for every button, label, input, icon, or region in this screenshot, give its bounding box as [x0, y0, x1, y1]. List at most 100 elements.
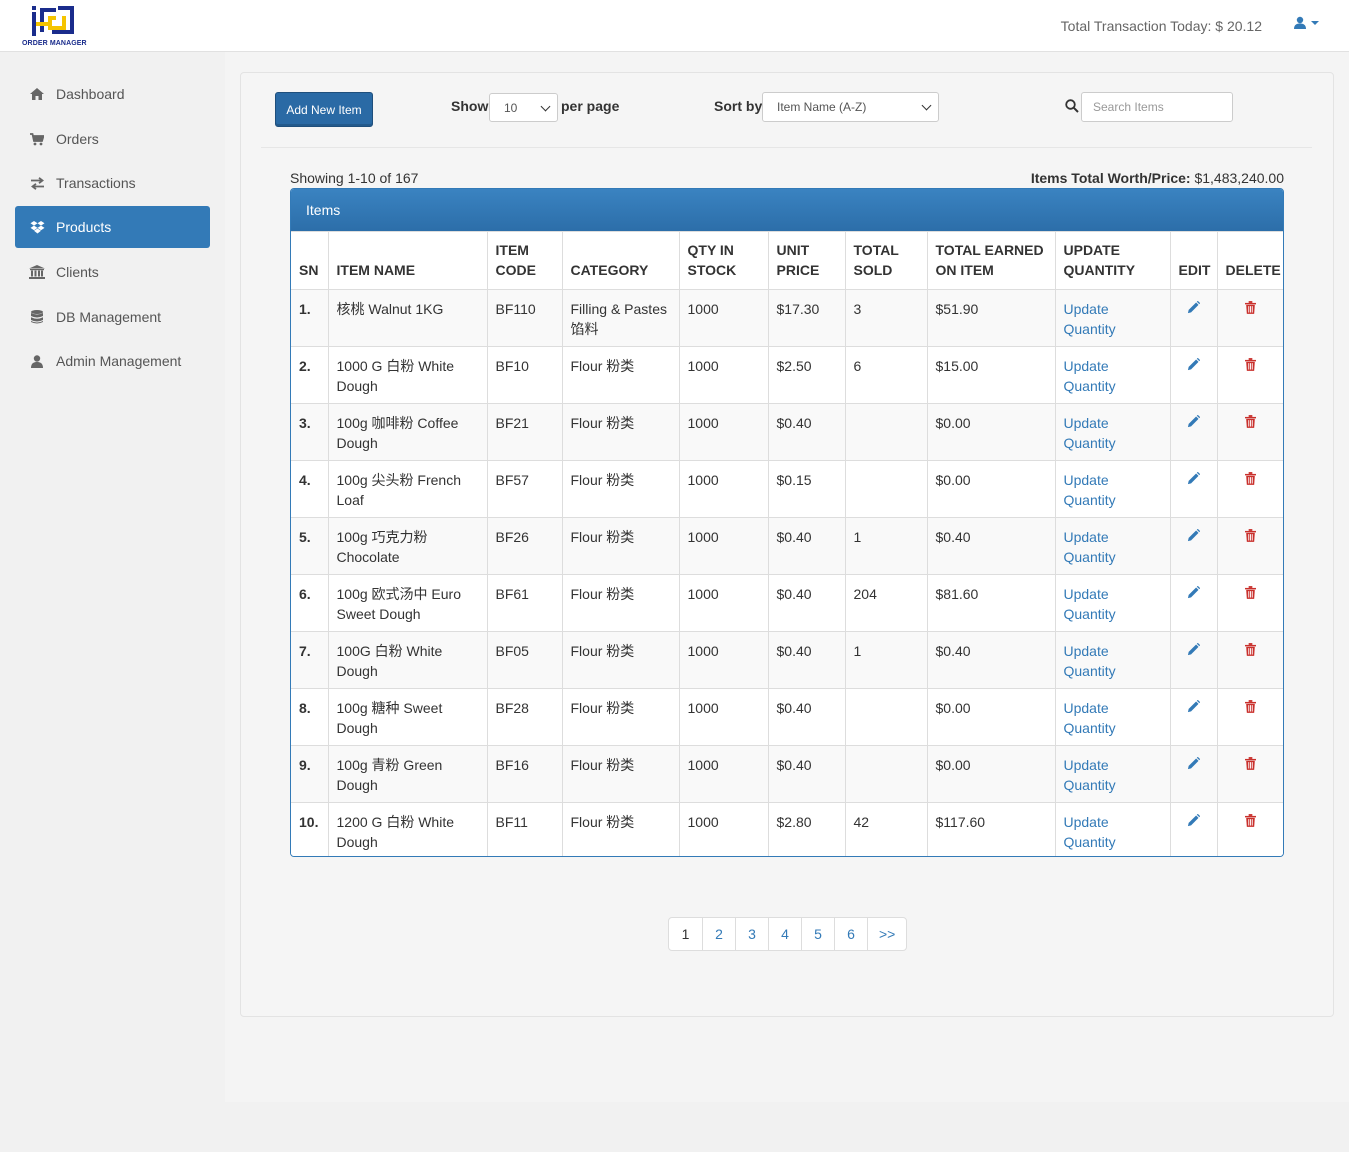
sort-by-select[interactable]: Item Name (A-Z)	[762, 92, 939, 122]
cell-category: Filling & Pastes 馅料	[561, 289, 680, 347]
items-table-panel: Items SN ITEM NAME ITEM CODE CATEGORY QTY…	[290, 188, 1284, 857]
sidebar-item-dashboard[interactable]: Dashboard	[15, 73, 210, 115]
cell-qty-in-stock: 1000	[678, 517, 769, 575]
update-quantity-link[interactable]: Update Quantity	[1054, 403, 1171, 461]
update-quantity-link[interactable]: Update Quantity	[1054, 517, 1171, 575]
update-quantity-link[interactable]: Update Quantity	[1054, 802, 1171, 856]
edit-pencil-icon[interactable]	[1187, 470, 1201, 485]
cell-item-name: 100g 巧克力粉 Chocolate	[327, 517, 488, 575]
cell-qty-in-stock: 1000	[678, 802, 769, 856]
edit-pencil-icon[interactable]	[1187, 413, 1201, 428]
delete-trash-icon[interactable]	[1243, 470, 1257, 485]
edit-pencil-icon[interactable]	[1187, 299, 1201, 314]
user-menu-toggle[interactable]	[1293, 16, 1319, 30]
update-quantity-link[interactable]: Update Quantity	[1054, 460, 1171, 518]
update-quantity-link[interactable]: Update Quantity	[1054, 346, 1171, 404]
update-quantity-link[interactable]: Update Quantity	[1054, 631, 1171, 689]
cell-sn: 9.	[291, 745, 329, 803]
search-items-input[interactable]: Search Items	[1081, 92, 1233, 122]
cell-unit-price: $0.40	[767, 745, 846, 803]
cell-qty-in-stock: 1000	[678, 403, 769, 461]
cell-unit-price: $0.40	[767, 688, 846, 746]
caret-down-icon	[1311, 21, 1319, 25]
delete-trash-icon[interactable]	[1243, 812, 1257, 827]
cell-item-name: 核桃 Walnut 1KG	[327, 289, 488, 347]
cell-edit	[1169, 346, 1218, 404]
delete-trash-icon[interactable]	[1243, 698, 1257, 713]
col-update-quantity: UPDATE QUANTITY	[1054, 231, 1171, 290]
cell-category: Flour 粉类	[561, 403, 680, 461]
update-quantity-link[interactable]: Update Quantity	[1054, 745, 1171, 803]
sidebar-item-products[interactable]: Products	[15, 206, 210, 248]
per-page-value: 10	[504, 100, 518, 115]
col-sn: SN	[291, 231, 329, 290]
delete-trash-icon[interactable]	[1243, 755, 1257, 770]
pagination-next[interactable]: >>	[867, 918, 906, 950]
cell-total-earned: $81.60	[926, 574, 1056, 632]
edit-pencil-icon[interactable]	[1187, 641, 1201, 656]
cell-unit-price: $0.40	[767, 403, 846, 461]
cell-qty-in-stock: 1000	[678, 460, 769, 518]
pagination-page-3[interactable]: 3	[735, 918, 768, 950]
update-quantity-link[interactable]: Update Quantity	[1054, 289, 1171, 347]
update-quantity-link[interactable]: Update Quantity	[1054, 688, 1171, 746]
sidebar-item-transactions[interactable]: Transactions	[15, 162, 210, 204]
cell-delete	[1216, 346, 1283, 404]
cell-item-code: BF110	[486, 289, 563, 347]
delete-trash-icon[interactable]	[1243, 584, 1257, 599]
edit-pencil-icon[interactable]	[1187, 755, 1201, 770]
sidebar-item-label: Transactions	[56, 175, 136, 191]
pagination-page-6[interactable]: 6	[834, 918, 867, 950]
add-new-item-button[interactable]: Add New Item	[275, 92, 373, 127]
cell-unit-price: $0.40	[767, 631, 846, 689]
delete-trash-icon[interactable]	[1243, 527, 1257, 542]
delete-trash-icon[interactable]	[1243, 356, 1257, 371]
edit-pencil-icon[interactable]	[1187, 812, 1201, 827]
cell-total-earned: $0.40	[926, 517, 1056, 575]
table-row: 4. 100g 尖头粉 French Loaf BF57 Flour 粉类 1000 $0…	[291, 460, 1283, 518]
order-manager-logo[interactable]	[22, 2, 84, 50]
cell-unit-price: $0.40	[767, 517, 846, 575]
total-transaction-today: Total Transaction Today: $ 20.12	[1060, 18, 1262, 34]
cell-sn: 4.	[291, 460, 329, 518]
cell-total-sold	[844, 460, 928, 518]
cell-item-code: BF28	[486, 688, 563, 746]
sidebar-item-db-management[interactable]: DB Management	[15, 296, 210, 338]
edit-pencil-icon[interactable]	[1187, 356, 1201, 371]
delete-trash-icon[interactable]	[1243, 641, 1257, 656]
table-header-row: SN ITEM NAME ITEM CODE CATEGORY QTY IN STO…	[291, 231, 1283, 290]
pagination-page-5[interactable]: 5	[801, 918, 834, 950]
cell-delete	[1216, 517, 1283, 575]
sidebar-item-orders[interactable]: Orders	[15, 118, 210, 160]
cell-category: Flour 粉类	[561, 346, 680, 404]
edit-pencil-icon[interactable]	[1187, 698, 1201, 713]
pagination-page-1[interactable]: 1	[681, 926, 690, 942]
pagination-page-2[interactable]: 2	[702, 918, 735, 950]
cell-sn: 2.	[291, 346, 329, 404]
search-icon	[1065, 99, 1079, 113]
cell-qty-in-stock: 1000	[678, 346, 769, 404]
cell-qty-in-stock: 1000	[678, 688, 769, 746]
sidebar-item-clients[interactable]: Clients	[15, 251, 210, 293]
sidebar-item-admin-management[interactable]: Admin Management	[15, 340, 210, 382]
cell-total-earned: $0.00	[926, 460, 1056, 518]
user-icon	[1294, 16, 1306, 29]
per-page-select[interactable]: 10	[489, 93, 558, 122]
pagination: 1 2 3 4 5 6 >>	[668, 917, 908, 951]
pagination-page-4[interactable]: 4	[768, 918, 801, 950]
col-delete: DELETE	[1216, 231, 1283, 290]
chevron-down-icon	[921, 100, 932, 111]
update-quantity-link[interactable]: Update Quantity	[1054, 574, 1171, 632]
cell-total-earned: $0.40	[926, 631, 1056, 689]
cell-item-code: BF26	[486, 517, 563, 575]
edit-pencil-icon[interactable]	[1187, 527, 1201, 542]
edit-pencil-icon[interactable]	[1187, 584, 1201, 599]
table-row: 2. 1000 G 白粉 White Dough BF10 Flour 粉类 1000 $…	[291, 346, 1283, 404]
delete-trash-icon[interactable]	[1243, 413, 1257, 428]
delete-trash-icon[interactable]	[1243, 299, 1257, 314]
col-qty-in-stock: QTY IN STOCK	[678, 231, 769, 290]
cell-unit-price: $0.40	[767, 574, 846, 632]
cell-total-earned: $117.60	[926, 802, 1056, 856]
cell-unit-price: $17.30	[767, 289, 846, 347]
cell-qty-in-stock: 1000	[678, 745, 769, 803]
